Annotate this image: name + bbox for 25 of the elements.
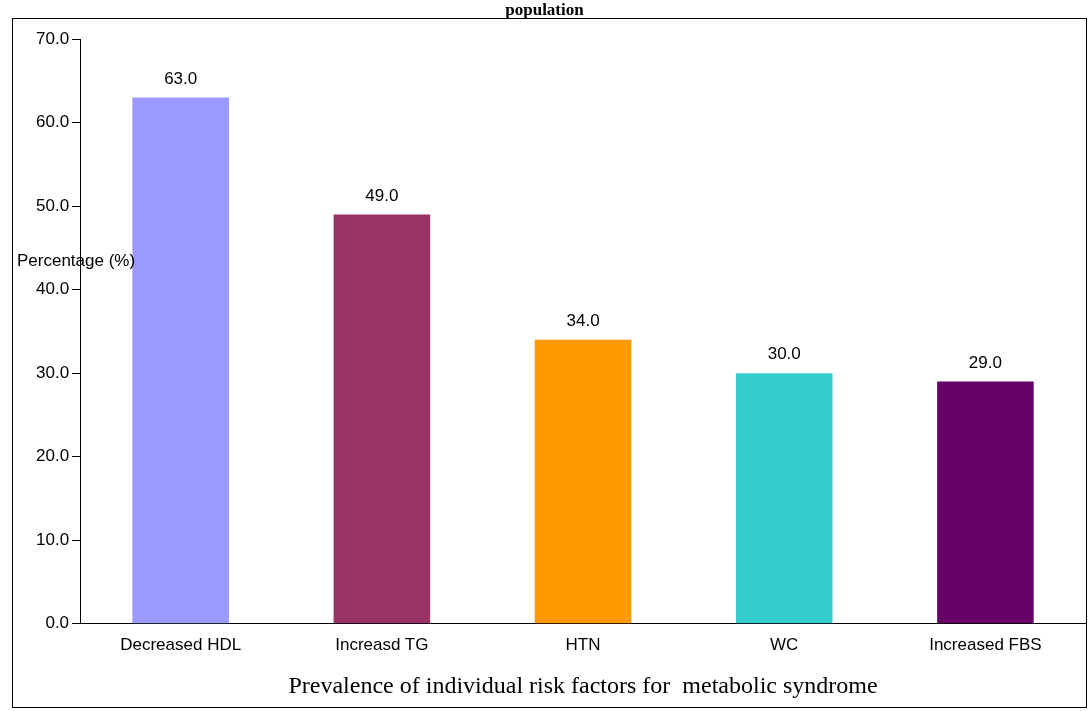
data-label: 29.0 bbox=[968, 352, 1002, 372]
bar bbox=[735, 373, 833, 624]
y-tick-label: 20.0 bbox=[35, 446, 70, 466]
bar bbox=[534, 339, 632, 624]
x-tick-label: Decreased HDL bbox=[120, 634, 242, 654]
y-tick-label: 40.0 bbox=[35, 279, 70, 299]
y-tick-label: 0.0 bbox=[45, 613, 70, 633]
bar bbox=[132, 97, 229, 624]
y-tick-label: 70.0 bbox=[35, 28, 70, 48]
x-axis-title: Prevalence of individual risk factors for metabolic syndrome bbox=[288, 671, 878, 698]
bar bbox=[937, 381, 1034, 624]
chart-title: population bbox=[504, 0, 585, 20]
x-tick-label: Increasd TG bbox=[335, 634, 429, 654]
y-tick-label: 50.0 bbox=[35, 195, 70, 215]
data-label: 34.0 bbox=[566, 310, 600, 330]
y-tick-label: 10.0 bbox=[35, 529, 70, 549]
x-tick-label: HTN bbox=[565, 634, 601, 654]
data-label: 30.0 bbox=[767, 344, 801, 364]
x-tick-label: WC bbox=[770, 634, 799, 654]
data-label: 49.0 bbox=[365, 185, 399, 205]
bar bbox=[333, 214, 431, 624]
x-tick-label: Increased FBS bbox=[929, 634, 1042, 654]
y-tick-label: 60.0 bbox=[35, 112, 70, 132]
data-label: 63.0 bbox=[164, 68, 198, 88]
y-tick-label: 30.0 bbox=[35, 362, 70, 382]
